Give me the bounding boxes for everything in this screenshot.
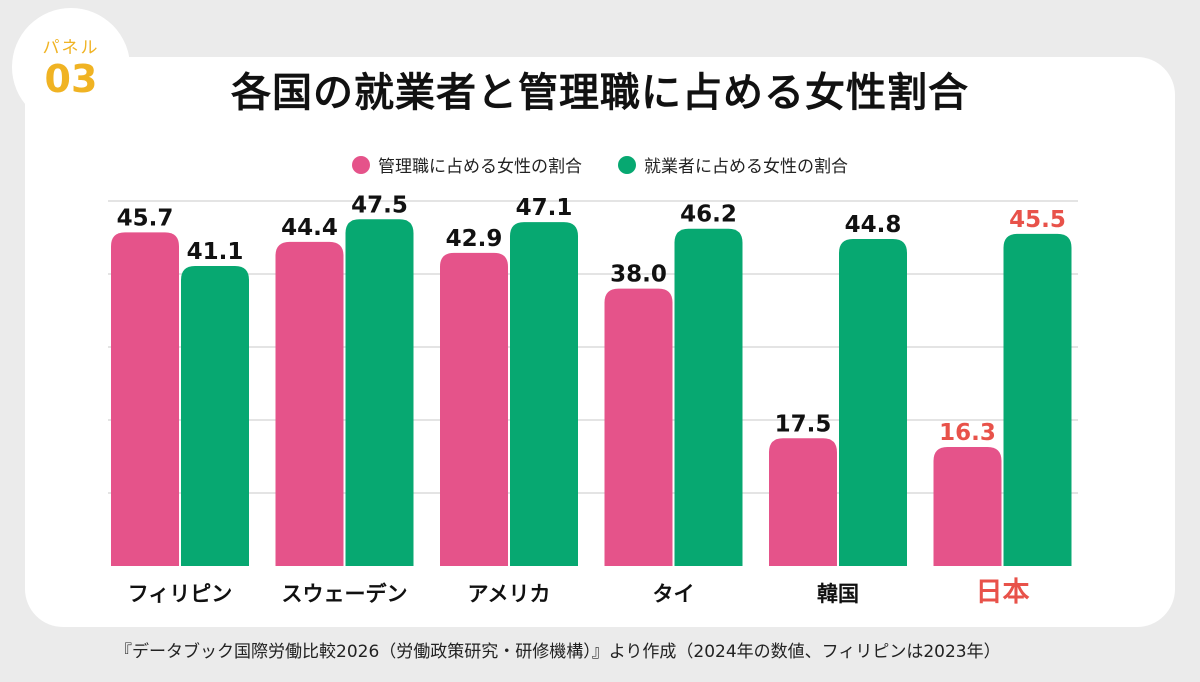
data-label: 47.1 — [516, 195, 573, 221]
data-label: 47.5 — [351, 192, 408, 218]
bar-workers — [345, 219, 414, 566]
data-label: 42.9 — [446, 226, 503, 252]
bar-managers — [111, 232, 179, 566]
data-label: 45.7 — [117, 205, 174, 231]
bar-workers — [674, 228, 743, 567]
bar-workers — [181, 265, 249, 566]
bar-managers — [440, 252, 508, 566]
legend-label-managers: 管理職に占める女性の割合 — [378, 157, 582, 177]
legend-item-managers: 管理職に占める女性の割合 — [352, 152, 582, 177]
bar-workers — [510, 222, 578, 567]
legend-label-workers: 就業者に占める女性の割合 — [644, 157, 848, 177]
data-label: 17.5 — [775, 411, 832, 437]
x-tick-label: 韓国 — [817, 582, 859, 606]
chart-title: 各国の就業者と管理職に占める女性割合 — [231, 70, 969, 116]
data-label: 41.1 — [187, 239, 244, 265]
bar-managers — [933, 447, 1002, 566]
data-label: 45.5 — [1009, 207, 1066, 233]
x-tick-label: スウェーデン — [282, 582, 408, 606]
bar-managers — [275, 241, 344, 566]
bar-workers — [1003, 233, 1072, 566]
bar-managers — [604, 288, 673, 566]
panel-badge-number: 03 — [44, 56, 98, 101]
data-label: 44.8 — [845, 212, 902, 238]
x-tick-label: タイ — [653, 582, 695, 606]
data-label: 46.2 — [680, 202, 737, 228]
source-note: 『データブック国際労働比較2026（労働政策研究・研修機構）』より作成（2024… — [115, 642, 1001, 662]
panel-badge: パネル 03 — [12, 8, 130, 126]
bar-managers — [769, 438, 837, 566]
legend-swatch-managers — [352, 155, 370, 174]
x-tick-label: 日本 — [976, 577, 1030, 608]
chart-legend: 管理職に占める女性の割合 就業者に占める女性の割合 — [0, 152, 1200, 177]
x-tick-label: フィリピン — [128, 582, 233, 606]
legend-item-workers: 就業者に占める女性の割合 — [618, 152, 848, 177]
bar-workers — [839, 238, 907, 566]
x-tick-label: アメリカ — [468, 582, 551, 606]
data-label: 38.0 — [610, 262, 667, 288]
data-label: 16.3 — [939, 420, 996, 446]
panel-badge-label: パネル — [42, 37, 100, 58]
data-label: 44.4 — [281, 215, 338, 241]
legend-swatch-workers — [618, 155, 636, 174]
